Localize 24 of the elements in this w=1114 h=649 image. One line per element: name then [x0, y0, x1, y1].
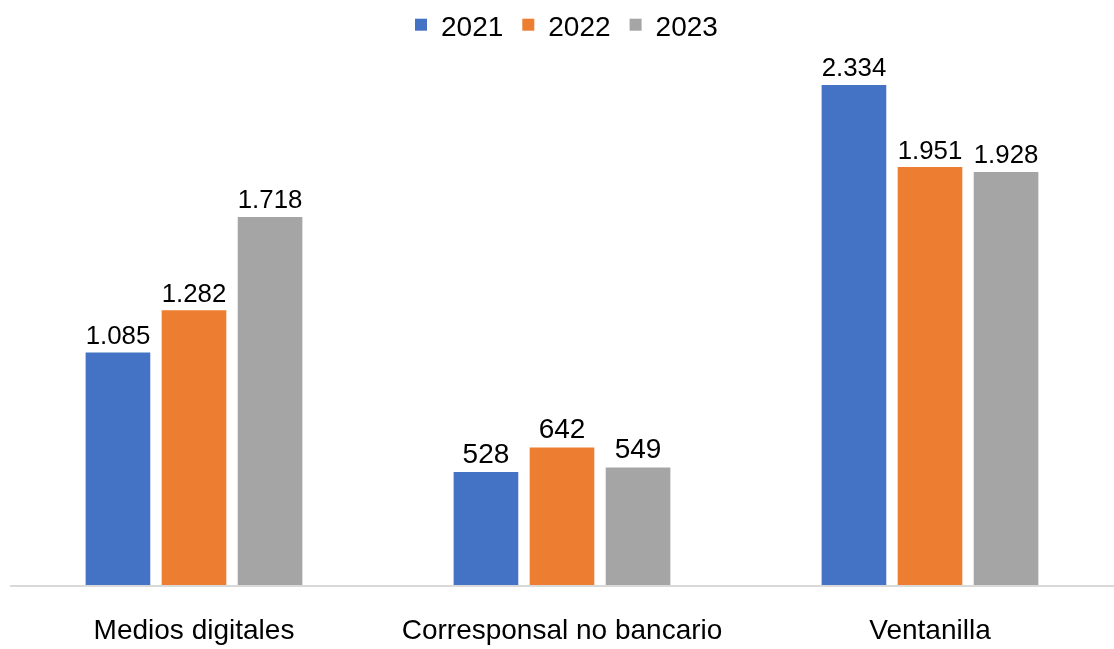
bar [529, 447, 595, 585]
bar [161, 310, 227, 585]
bar [605, 467, 671, 585]
legend-label: 2023 [655, 10, 718, 42]
bar [237, 216, 303, 585]
x-tick-label: Corresponsal no bancario [401, 613, 723, 645]
data-label: 1.951 [897, 135, 963, 164]
data-label: 2.334 [821, 53, 887, 82]
x-tick-label: Medios digitales [93, 613, 295, 645]
bar [897, 167, 963, 585]
data-label: 549 [614, 433, 662, 465]
data-label: 642 [538, 413, 586, 445]
data-label: 1.718 [237, 185, 303, 214]
data-label: 1.085 [85, 321, 151, 350]
bar [85, 352, 151, 585]
data-label: 1.928 [973, 140, 1039, 169]
bar [453, 471, 519, 585]
legend-label: 2022 [548, 10, 611, 42]
bar [973, 171, 1039, 585]
legend-label: 2021 [441, 10, 504, 42]
x-tick-label: Ventanilla [869, 613, 992, 645]
data-label: 1.282 [161, 278, 227, 307]
data-label: 528 [462, 437, 510, 469]
bar [821, 85, 887, 585]
